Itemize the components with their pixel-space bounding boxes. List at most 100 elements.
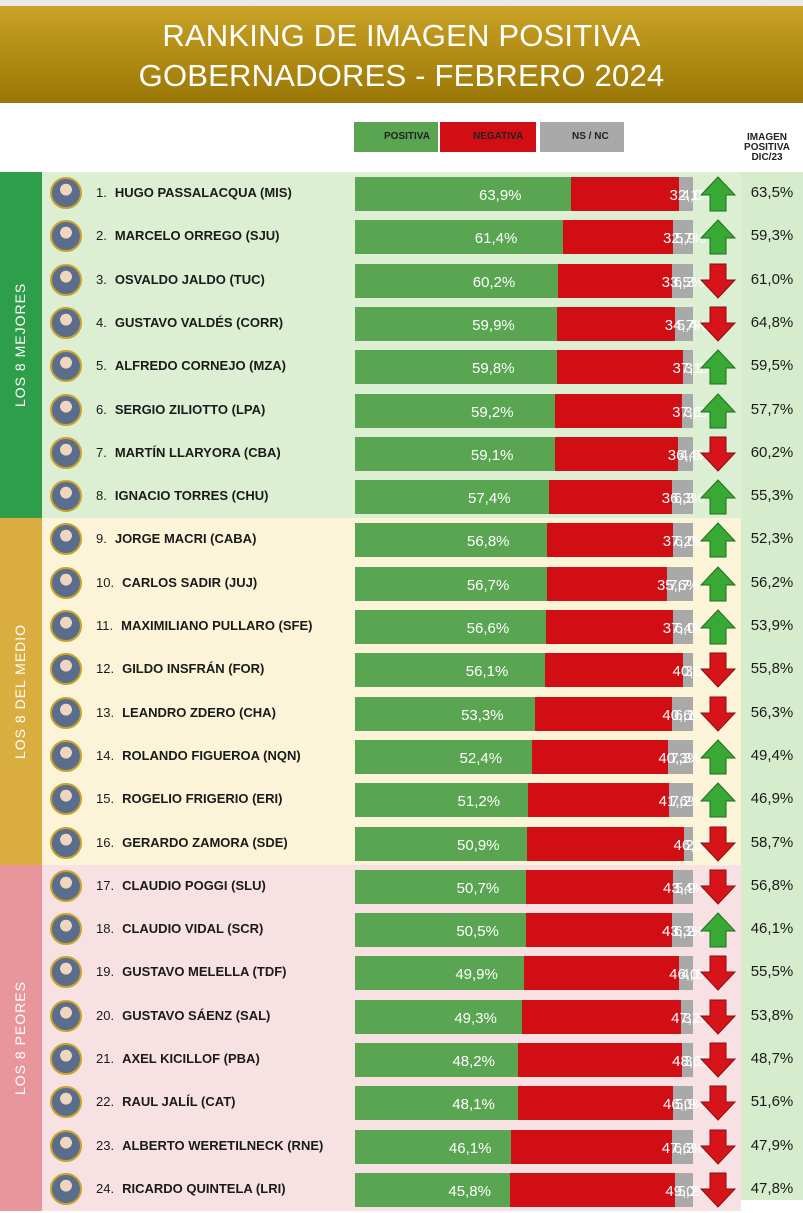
avatar <box>50 1172 82 1205</box>
label-negativa: 36,3% <box>661 490 705 508</box>
previous-column-header: IMAGEN POSITIVA DIC/23 <box>733 133 801 163</box>
governor-name: 11. MAXIMILIANO PULLARO (SFE) <box>96 618 313 633</box>
label-negativa: 32,1% <box>669 187 713 204</box>
bar-negativa <box>535 696 673 731</box>
governor-name: 5. ALFREDO CORNEJO (MZA) <box>96 358 286 373</box>
label-nsnc: 6,2 <box>674 923 695 941</box>
label-nsnc: 5,9 <box>675 1096 696 1114</box>
label-positiva: 52,4% <box>459 749 503 767</box>
bar-nsnc <box>673 1086 693 1121</box>
stacked-bar: 59,2% 37,6% 3,2 <box>355 393 715 428</box>
label-negativa: 47,6% <box>661 1139 705 1157</box>
avatar <box>50 869 82 902</box>
avatar <box>50 480 82 513</box>
bar-negativa <box>546 610 673 644</box>
stacked-bar: 51,2% 41,6% 7,2 <box>355 783 701 818</box>
bar-positiva <box>355 1086 518 1121</box>
rank-number: 18. <box>96 921 115 937</box>
governor-name-text: CLAUDIO VIDAL (SCR) <box>122 921 264 937</box>
arrow-up-icon <box>699 912 737 948</box>
governor-name: 17. CLAUDIO POGGI (SLU) <box>96 878 266 893</box>
bar-negativa <box>546 566 667 601</box>
arrow-up-icon <box>699 349 737 385</box>
bar-negativa <box>557 306 675 341</box>
bar-nsnc <box>674 306 693 341</box>
governor-name: 20. GUSTAVO SÁENZ (SAL) <box>96 1008 270 1023</box>
arrow-up-icon <box>699 219 737 255</box>
label-positiva: 63,9% <box>478 187 522 204</box>
stacked-bar: 56,8% 37,2% 6,0 <box>355 523 705 558</box>
chart-title-line2: GOBERNADORES - FEBRERO 2024 <box>138 58 665 93</box>
bar-nsnc <box>673 869 693 904</box>
label-nsnc: 6,0 <box>674 533 696 551</box>
label-nsnc: 3,2 <box>684 1053 706 1070</box>
bar-positiva <box>355 869 527 904</box>
avatar <box>50 566 82 599</box>
avatar <box>50 999 82 1032</box>
bar-negativa <box>521 999 682 1034</box>
bar-positiva <box>355 393 556 428</box>
governor-name: 8. IGNACIO TORRES (CHU) <box>96 488 268 503</box>
table-row: 11. MAXIMILIANO PULLARO (SFE) 56,6% 37,4% 6,… <box>0 605 803 648</box>
label-nsnc: 5,9 <box>675 230 696 248</box>
arrow-down-icon <box>699 869 737 905</box>
governor-name-text: GERARDO ZAMORA (SDE) <box>122 834 288 850</box>
label-nsnc: 7,2 <box>670 793 692 811</box>
stacked-bar: 57,4% 36,3% 6,3 <box>355 480 704 515</box>
table-row: 20. GUSTAVO SÁENZ (SAL) 49,3% 47,2% 3,5 53,8% <box>0 995 803 1038</box>
arrow-up-icon <box>699 392 737 429</box>
table-row: 21. AXEL KICILLOF (PBA) 48,2% 48,6% 3,2 48,7% <box>0 1038 803 1081</box>
table-row: 1. HUGO PASSALACQUA (MIS) 63,9% 32,1% 4,0 63,… <box>0 172 803 215</box>
stacked-bar: 48,2% 48,6% 3,2 <box>355 1043 715 1077</box>
legend-nsnc-label: NS / NC <box>572 131 609 142</box>
bar-nsnc <box>677 436 693 471</box>
rank-number: 11. <box>96 618 114 633</box>
rank-number: 6. <box>96 401 107 417</box>
arrow-up-icon <box>699 609 737 645</box>
avatar <box>50 826 82 859</box>
table-row: 4. GUSTAVO VALDÉS (CORR) 59,9% 34,7% 5,4 64,8… <box>0 302 803 345</box>
bar-nsnc <box>672 913 693 948</box>
label-negativa: 33,5% <box>661 273 705 291</box>
previous-value: 55,8% <box>750 660 794 678</box>
bar-negativa <box>509 1172 676 1207</box>
avatar <box>50 783 82 816</box>
label-nsnc: 7,7 <box>668 576 690 594</box>
previous-value: 56,3% <box>750 703 794 721</box>
governor-name-text: HUGO PASSALACQUA (MIS) <box>114 185 292 200</box>
governor-name: 4. GUSTAVO VALDÉS (CORR) <box>96 315 283 330</box>
previous-column-background <box>740 172 803 1200</box>
previous-value: 53,9% <box>750 617 794 634</box>
bar-nsnc <box>681 999 693 1034</box>
rank-number: 10. <box>96 574 115 590</box>
stacked-bar: 50,7% 43,4% 5,9 <box>355 869 706 904</box>
label-nsnc: 5,9 <box>675 879 696 897</box>
governor-name: 24. RICARDO QUINTELA (LRI) <box>96 1181 286 1196</box>
governor-name: 14. ROLANDO FIGUEROA (NQN) <box>96 748 301 763</box>
stacked-bar: 56,6% 37,4% 6,0 <box>355 610 705 644</box>
governor-name-text: AXEL KICILLOF (PBA) <box>122 1051 260 1066</box>
avatar <box>50 436 82 469</box>
previous-value: 64,8% <box>750 313 794 331</box>
governor-name: 13. LEANDRO ZDERO (CHA) <box>96 705 276 720</box>
rank-number: 13. <box>96 704 115 720</box>
previous-value: 57,7% <box>750 400 794 418</box>
bar-positiva <box>355 306 558 341</box>
stacked-bar: 49,3% 47,2% 3,5 <box>355 999 714 1034</box>
bar-negativa <box>510 1129 672 1164</box>
bar-nsnc <box>672 696 693 731</box>
legend-nsnc-swatch <box>540 122 624 152</box>
arrow-down-icon <box>699 436 737 472</box>
bar-negativa <box>517 1086 674 1121</box>
label-negativa: 37,4% <box>662 620 706 637</box>
rank-number: 21. <box>96 1051 115 1066</box>
bar-positiva <box>355 956 524 991</box>
stacked-bar: 56,7% 35,6% 7,7 <box>355 566 700 601</box>
rank-number: 9. <box>96 531 107 547</box>
bar-nsnc <box>682 1043 693 1077</box>
rank-number: 14. <box>96 747 115 763</box>
stacked-bar: 59,9% 34,7% 5,4 <box>355 306 707 341</box>
bar-negativa <box>555 393 683 428</box>
bar-positiva <box>355 220 563 255</box>
governor-name-text: ROGELIO FRIGERIO (ERI) <box>122 791 283 807</box>
